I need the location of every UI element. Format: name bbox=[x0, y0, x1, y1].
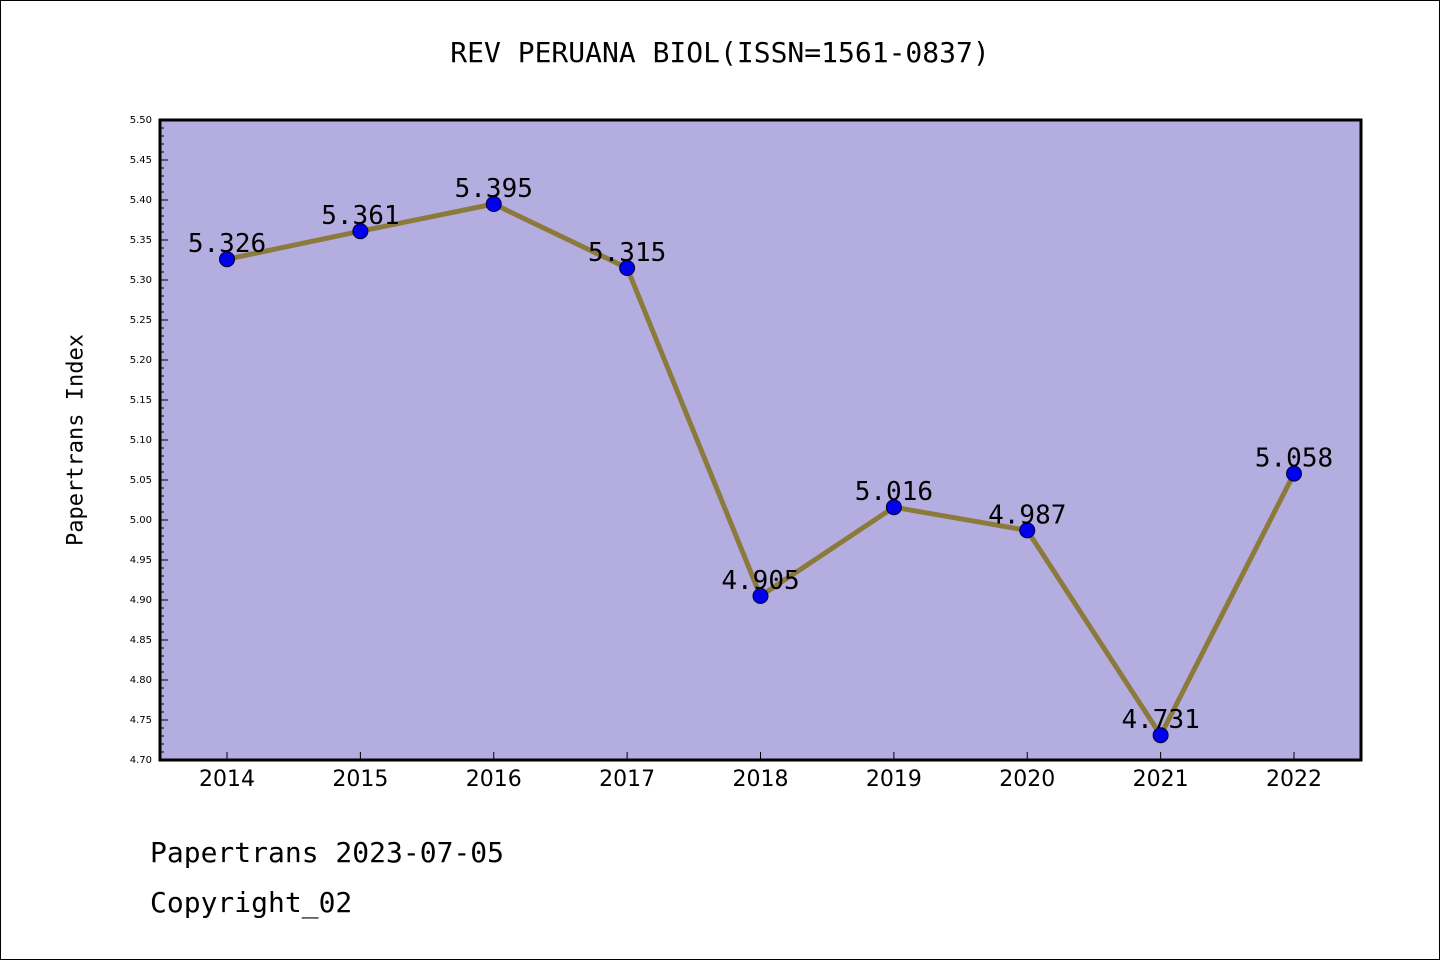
y-tick-label: 4.90 bbox=[130, 595, 152, 606]
y-tick-label: 5.45 bbox=[130, 155, 152, 166]
data-point-2021 bbox=[1152, 727, 1169, 744]
y-tick-label: 5.05 bbox=[130, 475, 152, 486]
x-tick-label: 2017 bbox=[599, 767, 655, 792]
y-tick-label: 5.10 bbox=[130, 435, 152, 446]
x-tick-label: 2019 bbox=[866, 767, 922, 792]
x-tick-label: 2021 bbox=[1133, 767, 1189, 792]
data-label-2022: 5.058 bbox=[1255, 444, 1333, 474]
data-label-2020: 4.987 bbox=[988, 500, 1066, 530]
x-tick-label: 2015 bbox=[332, 767, 388, 792]
data-point-2017 bbox=[619, 260, 636, 276]
data-labels: 5.326 5.361 5.395 5.315 4.905 5.016 4.987 4.731… bbox=[188, 174, 1333, 735]
y-tick-label: 4.80 bbox=[130, 675, 152, 686]
y-tick-label: 5.25 bbox=[130, 315, 152, 326]
data-label-2018: 4.905 bbox=[721, 566, 799, 596]
y-tick-label: 5.50 bbox=[130, 115, 152, 126]
y-tick-label: 5.15 bbox=[130, 395, 152, 406]
y-tick-label: 4.95 bbox=[130, 555, 152, 566]
x-tick-label: 2020 bbox=[999, 767, 1055, 792]
plot-border bbox=[158, 118, 1363, 762]
chart-title: REV PERUANA BIOL(ISSN=1561-0837) bbox=[450, 36, 990, 69]
data-label-2014: 5.326 bbox=[188, 229, 266, 259]
data-point-2014 bbox=[219, 251, 235, 268]
data-point-2016 bbox=[485, 196, 502, 212]
footer-source-date: Papertrans 2023-07-05 bbox=[150, 836, 505, 869]
data-point-2022 bbox=[1286, 465, 1302, 482]
x-axis-ticks: 2014 2015 2016 2017 2018 2019 2020 2021 2022 bbox=[199, 752, 1322, 792]
y-tick-label: 4.85 bbox=[130, 635, 152, 646]
data-point-2015 bbox=[352, 223, 369, 240]
y-tick-label: 5.35 bbox=[130, 235, 152, 246]
data-label-2019: 5.016 bbox=[855, 477, 933, 507]
data-point-2019 bbox=[885, 499, 902, 516]
data-point-2020 bbox=[1019, 522, 1036, 539]
data-label-2015: 5.361 bbox=[321, 201, 399, 231]
y-tick-label: 5.30 bbox=[130, 275, 152, 286]
x-tick-label: 2018 bbox=[733, 767, 789, 792]
data-label-2021: 4.731 bbox=[1121, 705, 1199, 735]
x-tick-label: 2016 bbox=[466, 767, 522, 792]
y-tick-label: 5.40 bbox=[130, 195, 152, 206]
data-label-2016: 5.395 bbox=[455, 174, 533, 204]
series-markers bbox=[219, 196, 1302, 744]
x-tick-label: 2022 bbox=[1266, 767, 1322, 792]
footer-copyright: Copyright_02 bbox=[150, 886, 353, 919]
data-point-2018 bbox=[752, 588, 769, 604]
x-tick-label: 2014 bbox=[199, 767, 255, 792]
data-label-2017: 5.315 bbox=[588, 238, 666, 268]
y-tick-label: 5.00 bbox=[130, 515, 152, 526]
y-tick-label: 4.75 bbox=[130, 715, 152, 726]
y-tick-label: 5.20 bbox=[130, 355, 152, 366]
y-tick-label: 4.70 bbox=[130, 755, 152, 766]
